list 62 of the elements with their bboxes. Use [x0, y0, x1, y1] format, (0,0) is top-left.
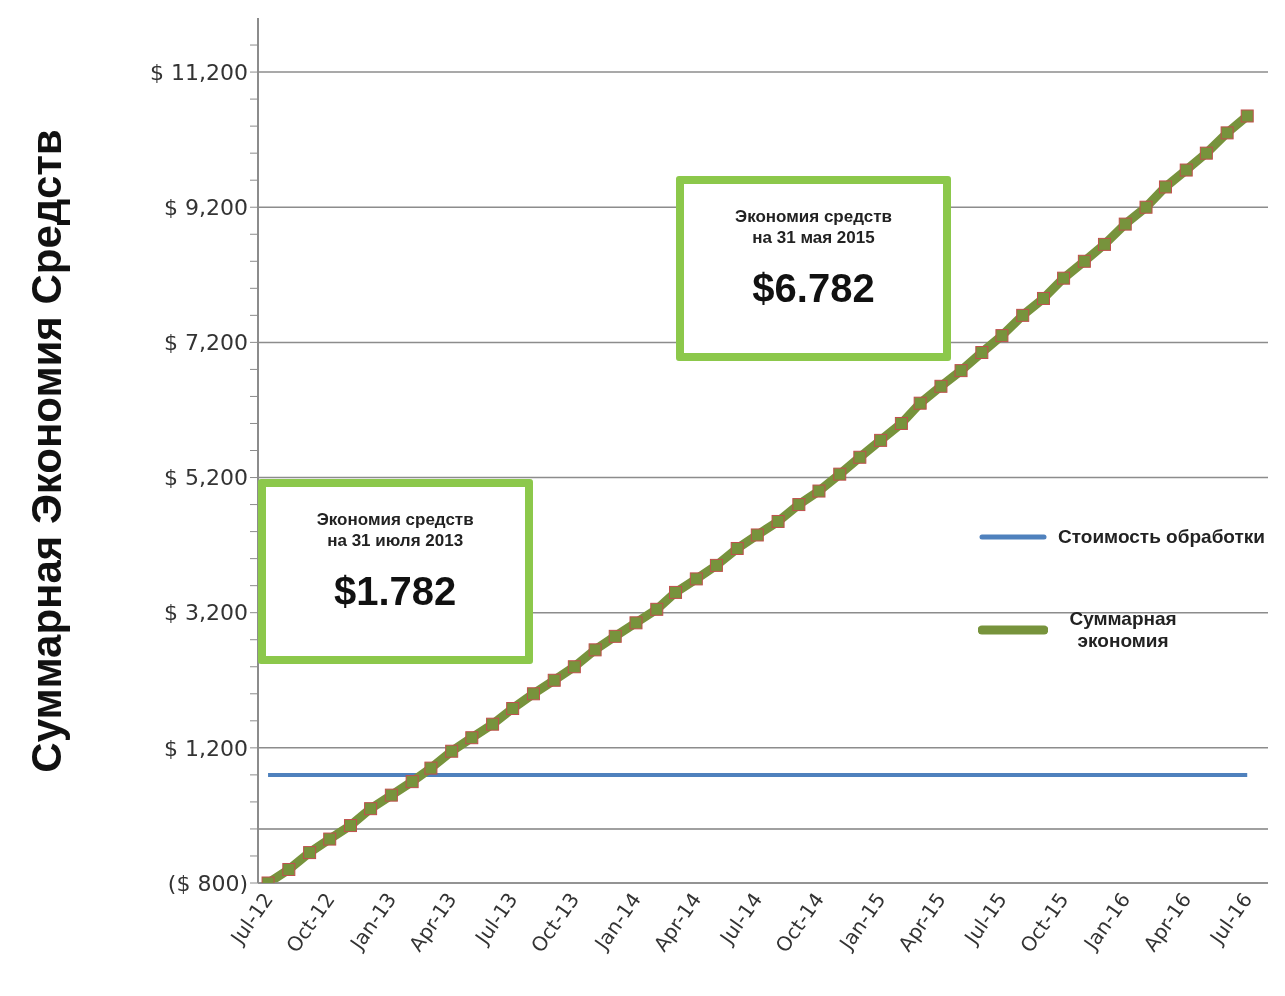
point — [750, 528, 764, 542]
point — [1158, 180, 1172, 194]
point — [567, 660, 581, 674]
y-tick-label: ($ 800) — [167, 870, 248, 896]
point — [506, 702, 520, 716]
y-axis-title: Суммарная Экономия Средств — [23, 128, 71, 773]
point — [1240, 109, 1254, 123]
point — [894, 416, 908, 430]
point — [1097, 237, 1111, 251]
point — [995, 329, 1009, 343]
point — [913, 396, 927, 410]
point — [792, 498, 806, 512]
point — [526, 687, 540, 701]
point — [1118, 217, 1132, 231]
annotation: Экономия средств на 31 июля 2013 $1.782 — [315, 508, 475, 614]
y-tick-label: $ 1,200 — [164, 735, 248, 761]
point — [650, 602, 664, 616]
point — [812, 484, 826, 498]
point — [709, 558, 723, 572]
point — [608, 629, 622, 643]
point — [771, 514, 785, 528]
legend-label: Суммарная экономия — [1068, 607, 1178, 652]
point — [689, 572, 703, 586]
point — [303, 846, 317, 860]
point — [486, 717, 500, 731]
point — [465, 731, 479, 745]
point — [364, 802, 378, 816]
point — [874, 433, 888, 447]
point — [1199, 146, 1213, 160]
point — [975, 346, 989, 360]
point — [954, 364, 968, 378]
point — [1220, 126, 1234, 140]
point — [1036, 291, 1050, 305]
point — [853, 450, 867, 464]
point — [1179, 163, 1193, 177]
point — [1139, 200, 1153, 214]
point — [934, 379, 948, 393]
point — [588, 643, 602, 657]
point — [1077, 254, 1091, 268]
callout-frame: Экономия средств на 31 июля 2013 $1.782 — [257, 478, 533, 664]
point — [730, 541, 744, 555]
point — [445, 744, 459, 758]
legend-label: Стоимость обработки — [1058, 525, 1265, 548]
y-tick-label: $ 7,200 — [164, 330, 248, 356]
point — [405, 775, 419, 789]
y-tick-label: $ 5,200 — [164, 465, 248, 491]
y-tick-label: $ 11,200 — [150, 59, 248, 85]
point — [282, 862, 296, 876]
point — [1016, 308, 1030, 322]
y-tick-label: $ 3,200 — [164, 600, 248, 626]
point — [833, 467, 847, 481]
point — [547, 673, 561, 687]
point — [343, 819, 357, 833]
annotation: Экономия средств на 31 мая 2015 $6.782 — [734, 205, 893, 311]
point — [424, 761, 438, 775]
point — [669, 585, 683, 599]
point — [1057, 271, 1071, 285]
y-tick-label: $ 9,200 — [164, 195, 248, 221]
callout-frame: Экономия средств на 31 мая 2015 $6.782 — [676, 175, 952, 361]
point — [323, 832, 337, 846]
point — [629, 616, 643, 630]
point — [384, 788, 398, 802]
